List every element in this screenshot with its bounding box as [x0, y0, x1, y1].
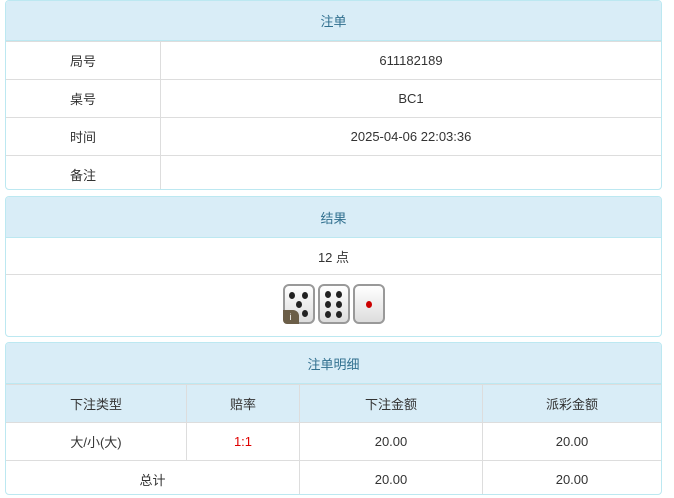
remark-label: 备注 — [6, 155, 161, 189]
table-row: 桌号 BC1 — [6, 79, 661, 118]
die-pip — [324, 301, 331, 308]
table-row: 时间 2025-04-06 22:03:36 — [6, 117, 661, 156]
die-pip — [336, 290, 343, 298]
detail-panel-title: 注单明细 — [6, 343, 661, 384]
order-panel-title: 注单 — [6, 1, 661, 41]
die-pip — [324, 311, 331, 319]
die-pip — [324, 290, 331, 298]
payout: 20.00 — [482, 422, 661, 461]
die-pip — [365, 301, 372, 308]
time-value: 2025-04-06 22:03:36 — [160, 117, 661, 156]
bet-type: 大/小(大) — [6, 422, 187, 461]
total-payout: 20.00 — [482, 460, 661, 494]
die-pip — [289, 292, 296, 299]
die-pip — [336, 311, 343, 319]
dice-row: i — [6, 275, 661, 333]
total-label: 总计 — [6, 460, 300, 494]
total-row: 总计 20.00 20.00 — [6, 460, 661, 494]
die-5: i — [282, 284, 315, 324]
die-pip — [295, 301, 302, 308]
table-header-row: 下注类型 赔率 下注金额 派彩金额 — [6, 384, 661, 423]
bet-amount: 20.00 — [299, 422, 483, 461]
result-panel-title: 结果 — [6, 197, 661, 238]
die-1 — [352, 284, 385, 324]
table-row: 局号 611182189 — [6, 41, 661, 80]
header-bet-type: 下注类型 — [6, 384, 187, 423]
header-odds: 赔率 — [186, 384, 300, 423]
die-pip — [301, 310, 308, 317]
round-label: 局号 — [6, 41, 161, 80]
odds: 1:1 — [186, 422, 300, 461]
table-row: 备注 — [6, 155, 661, 189]
header-bet-amount: 下注金额 — [299, 384, 483, 423]
table-row: 大/小(大) 1:1 20.00 20.00 — [6, 422, 661, 461]
die-pip — [336, 301, 343, 308]
detail-table: 下注类型 赔率 下注金额 派彩金额 大/小(大) 1:1 20.00 20.00… — [6, 384, 661, 494]
order-table: 局号 611182189 桌号 BC1 时间 2025-04-06 22:03:36 … — [6, 41, 661, 189]
die-6 — [317, 284, 350, 324]
detail-panel: 注单明细 下注类型 赔率 下注金额 派彩金额 大/小(大) 1:1 20.00 … — [5, 342, 662, 495]
die-pip — [301, 292, 308, 299]
total-bet: 20.00 — [299, 460, 483, 494]
round-value: 611182189 — [160, 41, 661, 80]
order-panel: 注单 局号 611182189 桌号 BC1 时间 2025-04-06 22:03:… — [5, 0, 662, 190]
table-value: BC1 — [160, 79, 661, 118]
result-points: 12 点 — [6, 238, 661, 275]
table-label: 桌号 — [6, 79, 161, 118]
info-icon[interactable]: i — [282, 310, 299, 324]
remark-value — [160, 155, 661, 189]
time-label: 时间 — [6, 117, 161, 156]
header-payout: 派彩金额 — [482, 384, 661, 423]
result-panel: 结果 12 点 i — [5, 196, 662, 337]
